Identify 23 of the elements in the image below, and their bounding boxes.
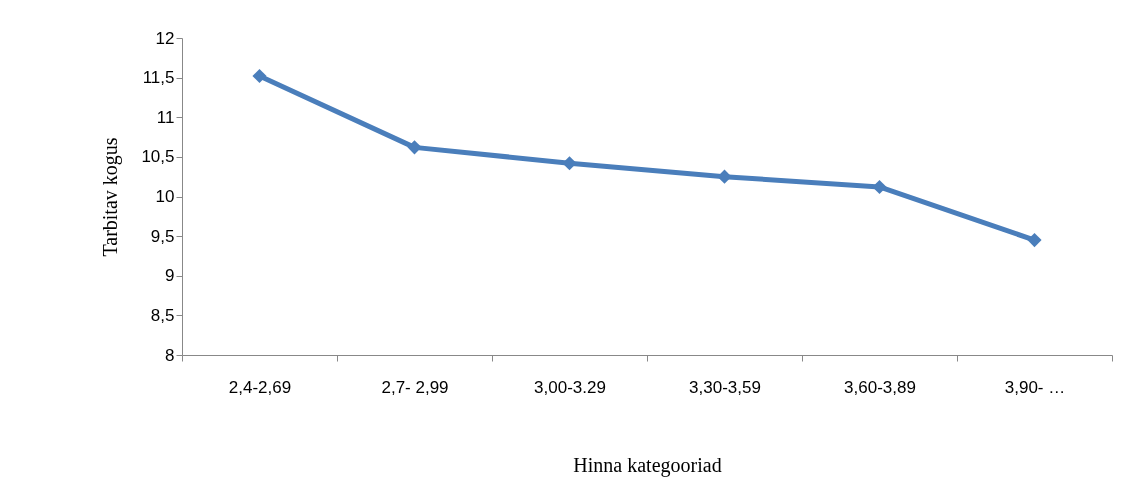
y-tick-label: 8,5 xyxy=(150,305,175,325)
x-tick-label: 2,7- 2,99 xyxy=(381,377,449,397)
point xyxy=(562,156,577,171)
x-tick-label: 3,60-3,89 xyxy=(844,377,916,397)
point xyxy=(1027,233,1042,248)
x-tick-label: 3,30-3,59 xyxy=(689,377,761,397)
y-tick-label: 9 xyxy=(165,266,175,286)
x-tick-label: 3,00-3.29 xyxy=(534,377,606,397)
y-tick-label: 10 xyxy=(155,187,175,206)
y-tick-label: 10,5 xyxy=(141,147,175,167)
x-tick-label: 2,4-2,69 xyxy=(228,377,292,397)
point xyxy=(407,140,422,155)
x-tick-label: 3,90- … xyxy=(1004,377,1066,397)
point xyxy=(717,169,732,184)
y-tick-label: 12 xyxy=(155,28,175,48)
y-tick-label: 8 xyxy=(165,345,175,365)
y-tick-label: 11 xyxy=(156,107,175,127)
y-tick-label: 9,5 xyxy=(150,226,175,246)
point xyxy=(252,68,267,84)
point xyxy=(872,179,887,195)
y-tick-label: 11,5 xyxy=(142,68,175,88)
y-axis-title: Tarbitav kogus xyxy=(99,137,123,257)
x-axis-title: Hinna kategooriad xyxy=(573,453,722,477)
